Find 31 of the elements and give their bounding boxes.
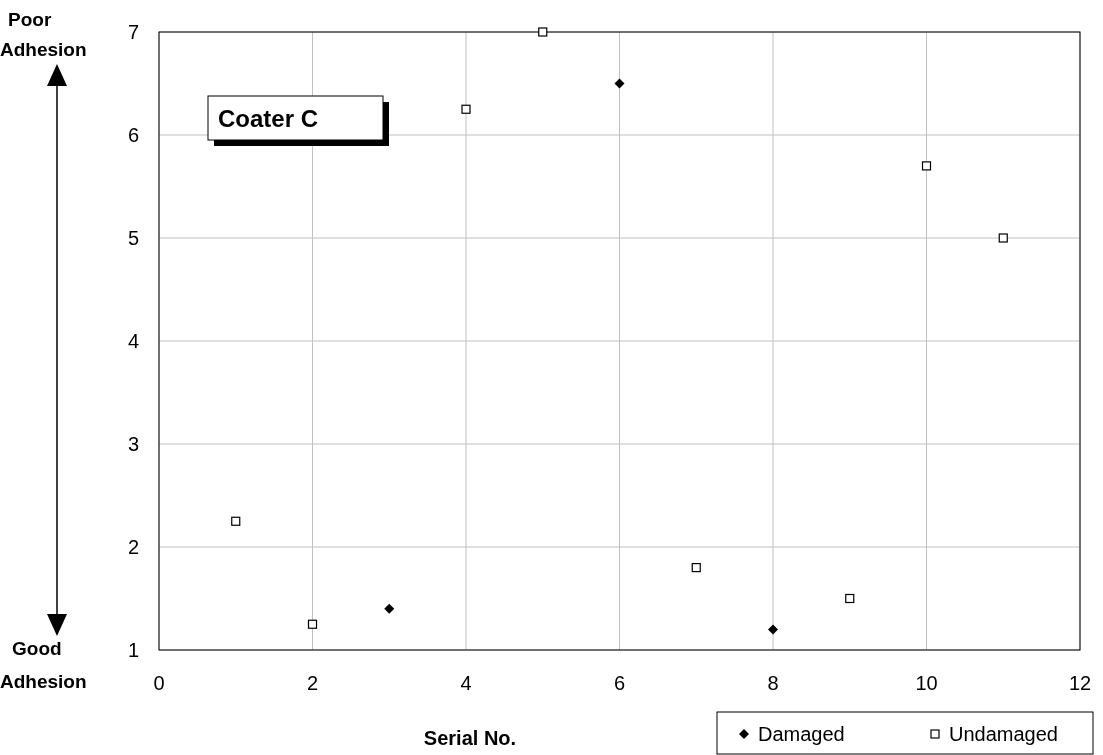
point bbox=[768, 624, 778, 635]
x-tick-label: 0 bbox=[153, 672, 165, 694]
point bbox=[307, 619, 318, 629]
annotation: Coater C bbox=[218, 105, 319, 132]
x-tick-label: 8 bbox=[767, 672, 779, 694]
point bbox=[461, 104, 471, 114]
y-tick-label: 1 bbox=[127, 639, 139, 661]
text: Good Adhesion bbox=[0, 638, 87, 692]
x-tick-label: 10 bbox=[915, 672, 938, 694]
point bbox=[614, 78, 625, 89]
y-tick-label: 5 bbox=[127, 227, 139, 249]
x-tick-label: 12 bbox=[1068, 672, 1092, 694]
point bbox=[231, 516, 241, 526]
legend-label: Damaged bbox=[758, 723, 845, 745]
point bbox=[921, 161, 932, 171]
y-tick-label: 6 bbox=[127, 124, 139, 146]
point bbox=[691, 563, 701, 573]
point bbox=[538, 27, 548, 37]
y-tick-label: 2 bbox=[127, 536, 139, 558]
text: Poor Adhesion bbox=[0, 9, 87, 60]
x-tick-label: 6 bbox=[613, 672, 626, 694]
x-tick-label: 2 bbox=[306, 672, 319, 694]
x-axis-title: Serial No. bbox=[423, 727, 517, 749]
y-tick-label: 4 bbox=[127, 330, 139, 352]
legend-label: Undamaged bbox=[949, 723, 1058, 745]
point bbox=[845, 593, 855, 604]
point bbox=[998, 233, 1008, 243]
x-tick-label: 4 bbox=[460, 672, 472, 694]
point bbox=[384, 603, 395, 614]
y-tick-label: 7 bbox=[127, 21, 139, 43]
y-tick-label: 3 bbox=[127, 433, 139, 455]
